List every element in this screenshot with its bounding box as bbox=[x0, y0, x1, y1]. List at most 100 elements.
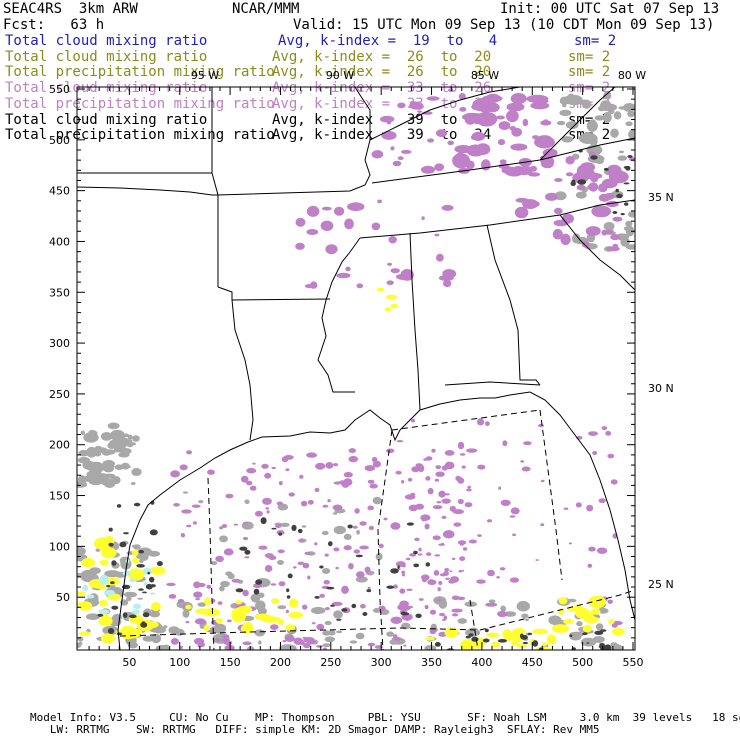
cloud-purple bbox=[215, 555, 225, 563]
cloud-purple bbox=[568, 542, 573, 545]
cloud-core bbox=[336, 618, 342, 621]
cloud-gray bbox=[142, 635, 155, 642]
cloud-purple bbox=[242, 536, 249, 541]
cloud-purple bbox=[207, 469, 215, 475]
cloud-cyan bbox=[98, 609, 110, 614]
cloud-core bbox=[570, 181, 576, 187]
cloud-purple bbox=[404, 606, 410, 611]
cloud-gray bbox=[114, 464, 123, 471]
cloud-purple bbox=[530, 165, 537, 172]
cloud-purple bbox=[302, 636, 307, 639]
cloud-core bbox=[522, 641, 529, 645]
cloud-gray bbox=[77, 573, 84, 578]
cloud-purple bbox=[215, 638, 221, 642]
y-tick-label: 50 bbox=[56, 591, 70, 604]
lon-label: 85 W bbox=[471, 69, 499, 82]
cloud-purple bbox=[530, 101, 550, 110]
cloud-purple bbox=[369, 483, 378, 489]
cloud-purple bbox=[524, 200, 540, 208]
cloud-purple bbox=[612, 243, 618, 249]
cloud-gray bbox=[556, 120, 566, 126]
cloud-core bbox=[116, 504, 122, 508]
cloud-gray bbox=[324, 636, 336, 643]
cloud-purple bbox=[395, 561, 406, 568]
cloud-core bbox=[239, 546, 248, 551]
cloud-purple bbox=[321, 206, 332, 211]
cloud-purple bbox=[335, 566, 339, 570]
cloud-yellow bbox=[460, 639, 477, 650]
cloud-purple bbox=[223, 548, 234, 556]
cloud-yellow bbox=[384, 307, 392, 312]
cloud-purple bbox=[177, 599, 185, 603]
cloud-purple bbox=[390, 616, 403, 624]
cloud-core bbox=[142, 612, 150, 618]
texas-louisiana-border bbox=[231, 299, 254, 441]
cloud-yellow bbox=[385, 294, 397, 300]
cloud-purple bbox=[542, 148, 558, 158]
cloud-purple bbox=[386, 448, 395, 454]
cloud-gray bbox=[336, 630, 343, 634]
cloud-purple bbox=[435, 465, 442, 470]
cloud-purple bbox=[231, 578, 241, 583]
cloud-core bbox=[351, 603, 357, 609]
legend-kindex-0: Avg, k-index = 19 to 4 bbox=[278, 33, 498, 49]
cloud-purple bbox=[434, 233, 440, 237]
cloud-purple bbox=[306, 229, 319, 235]
cloud-yellow bbox=[131, 557, 140, 564]
cloud-gray bbox=[310, 606, 326, 615]
cloud-purple bbox=[183, 491, 188, 494]
cloud-yellow bbox=[376, 287, 385, 292]
mississippi-river bbox=[317, 237, 361, 393]
cloud-gray bbox=[372, 496, 382, 505]
georgia-carolina-border bbox=[559, 214, 635, 291]
cloud-purple bbox=[314, 542, 318, 546]
cloud-gray bbox=[77, 481, 88, 488]
dashed-line-2 bbox=[377, 429, 393, 650]
cloud-gray bbox=[126, 596, 132, 602]
cloud-purple bbox=[498, 486, 502, 490]
cloud-gray bbox=[114, 617, 120, 621]
dashed-line-3 bbox=[391, 409, 541, 431]
cloud-purple bbox=[612, 216, 623, 222]
cloud-purple bbox=[301, 525, 307, 528]
cloud-yellow bbox=[81, 557, 96, 568]
cloud-gray bbox=[628, 129, 635, 140]
model-title: SEAC4RS 3km ARW bbox=[3, 1, 138, 17]
cloud-purple bbox=[441, 498, 451, 504]
cloud-core bbox=[415, 613, 422, 618]
cloud-purple bbox=[249, 485, 257, 491]
cloud-core bbox=[577, 179, 587, 185]
cloud-purple bbox=[276, 501, 283, 506]
cloud-gray bbox=[86, 446, 98, 458]
cloud-core bbox=[149, 529, 158, 536]
cloud-gray bbox=[500, 605, 507, 612]
cloud-purple bbox=[444, 568, 450, 572]
cloud-purple bbox=[418, 598, 424, 601]
cloud-purple bbox=[435, 129, 448, 138]
cloud-gray bbox=[618, 150, 625, 154]
cloud-yellow bbox=[424, 636, 435, 641]
x-tick-label: 550 bbox=[623, 656, 644, 669]
cloud-purple bbox=[381, 130, 397, 140]
cloud-purple bbox=[586, 504, 594, 512]
cloud-purple bbox=[306, 452, 318, 458]
cloud-purple bbox=[278, 481, 283, 486]
cloud-purple bbox=[423, 458, 428, 461]
cloud-purple bbox=[333, 481, 342, 485]
model-info-line1: Model Info: V3.5 CU: No Cu MP: Thompson … bbox=[30, 711, 740, 724]
y-tick-label: 150 bbox=[49, 490, 70, 503]
cloud-core bbox=[600, 629, 607, 632]
legend-sm-3: sm= 2 bbox=[568, 80, 611, 97]
dashed-line-5 bbox=[119, 589, 635, 637]
cloud-core bbox=[119, 541, 127, 548]
cloud-purple bbox=[427, 579, 437, 585]
cloud-purple bbox=[336, 272, 351, 279]
cloud-purple bbox=[512, 533, 517, 537]
cloud-core bbox=[397, 565, 400, 569]
cloud-gray bbox=[258, 607, 267, 615]
cloud-yellow bbox=[260, 613, 271, 620]
cloud-purple bbox=[477, 464, 486, 470]
cloud-purple bbox=[436, 501, 442, 504]
cloud-gray bbox=[86, 470, 103, 479]
cloud-purple bbox=[458, 569, 463, 573]
